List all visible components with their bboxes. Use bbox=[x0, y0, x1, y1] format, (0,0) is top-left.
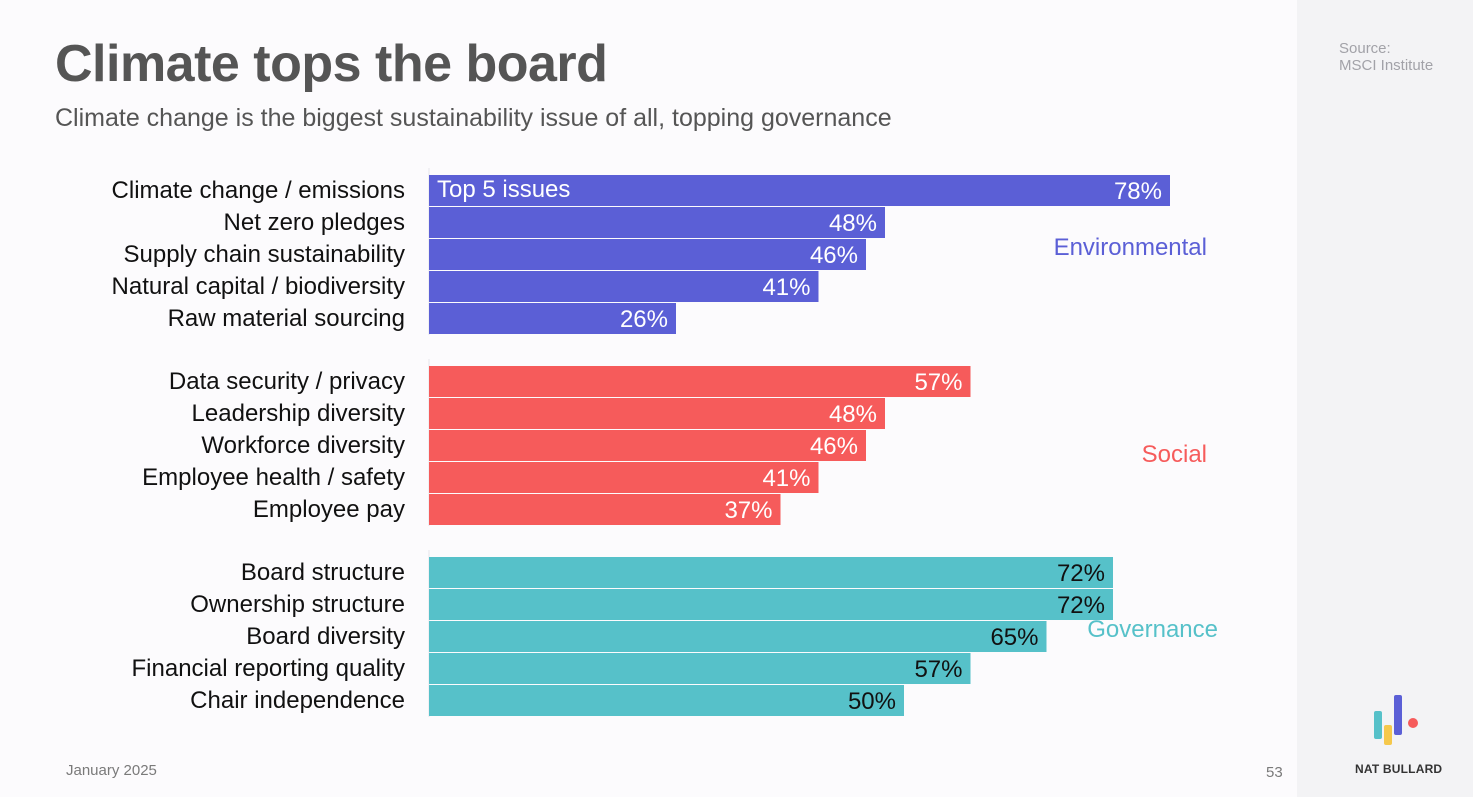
value-label: 72% bbox=[1057, 592, 1105, 619]
bar bbox=[429, 462, 819, 493]
brand-name: NAT BULLARD bbox=[1355, 762, 1443, 776]
bar bbox=[429, 589, 1113, 620]
category-label: Leadership diversity bbox=[192, 400, 405, 427]
footer-date: January 2025 bbox=[66, 762, 157, 779]
bar bbox=[429, 398, 885, 429]
value-label: 37% bbox=[724, 497, 772, 524]
bar bbox=[429, 366, 971, 397]
bar bbox=[429, 653, 971, 684]
value-label: 57% bbox=[914, 656, 962, 683]
bar bbox=[429, 175, 1170, 206]
bar bbox=[429, 621, 1047, 652]
category-label: Climate change / emissions bbox=[112, 177, 405, 204]
value-label: 48% bbox=[829, 401, 877, 428]
category-label: Financial reporting quality bbox=[132, 655, 405, 682]
category-label: Employee health / safety bbox=[142, 464, 405, 491]
value-label: 41% bbox=[762, 274, 810, 301]
bar bbox=[429, 271, 819, 302]
logo-bar-purple bbox=[1394, 695, 1402, 735]
annotation-label: Top 5 issues bbox=[437, 176, 570, 203]
category-label: Employee pay bbox=[253, 496, 405, 523]
group-label: Social bbox=[1142, 441, 1207, 468]
bar bbox=[429, 430, 866, 461]
bar bbox=[429, 557, 1113, 588]
category-label: Ownership structure bbox=[190, 591, 405, 618]
group-label: Environmental bbox=[1054, 234, 1207, 261]
value-label: 46% bbox=[810, 433, 858, 460]
value-label: 41% bbox=[762, 465, 810, 492]
source-label: Source: bbox=[1339, 40, 1391, 57]
category-label: Board structure bbox=[241, 559, 405, 586]
value-label: 46% bbox=[810, 242, 858, 269]
value-label: 26% bbox=[620, 306, 668, 333]
logo-dot-red bbox=[1408, 718, 1418, 728]
slide-sidebar bbox=[1297, 0, 1473, 797]
category-label: Natural capital / biodiversity bbox=[112, 273, 405, 300]
bar-chart: Climate change / emissions 78% Net zero pl… bbox=[112, 168, 1218, 717]
value-label: 57% bbox=[914, 369, 962, 396]
value-label: 72% bbox=[1057, 560, 1105, 587]
category-label: Workforce diversity bbox=[201, 432, 405, 459]
bar bbox=[429, 685, 904, 716]
category-label: Net zero pledges bbox=[224, 209, 405, 236]
brand-logo bbox=[1374, 695, 1418, 745]
bar bbox=[429, 239, 866, 270]
value-label: 78% bbox=[1114, 178, 1162, 205]
bar bbox=[429, 207, 885, 238]
value-label: 48% bbox=[829, 210, 877, 237]
category-label: Data security / privacy bbox=[169, 368, 405, 395]
bar bbox=[429, 494, 781, 525]
category-label: Board diversity bbox=[246, 623, 405, 650]
group-label: Governance bbox=[1087, 616, 1218, 643]
category-label: Chair independence bbox=[190, 687, 405, 714]
logo-bar-yellow bbox=[1384, 725, 1392, 745]
page-title: Climate tops the board bbox=[55, 35, 608, 93]
source-value: MSCI Institute bbox=[1339, 57, 1434, 74]
source-note: Source: MSCI Institute bbox=[1339, 40, 1433, 74]
page-subtitle: Climate change is the biggest sustainabi… bbox=[55, 104, 892, 132]
logo-bar-teal bbox=[1374, 711, 1382, 739]
bar bbox=[429, 303, 676, 334]
category-label: Raw material sourcing bbox=[168, 305, 405, 332]
value-label: 50% bbox=[848, 688, 896, 715]
page-number: 53 bbox=[1266, 764, 1283, 781]
category-label: Supply chain sustainability bbox=[124, 241, 406, 268]
value-label: 65% bbox=[990, 624, 1038, 651]
